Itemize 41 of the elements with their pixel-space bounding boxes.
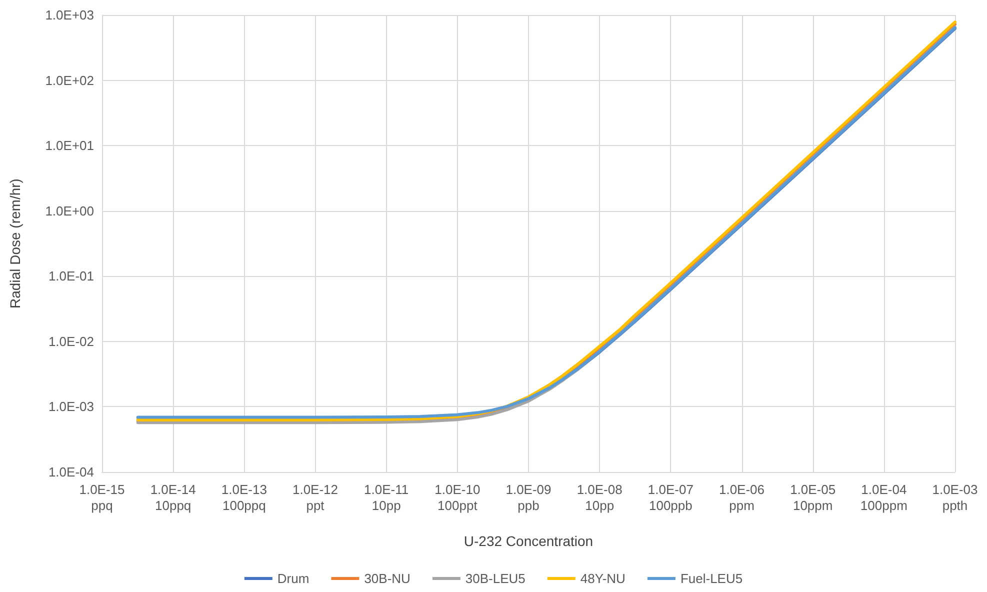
- text: 10ppq: [155, 498, 192, 513]
- y-tick-label: 1.0E-01: [48, 268, 94, 284]
- legend-label: Drum: [277, 571, 310, 586]
- text: 100ppm: [860, 498, 908, 513]
- x-tick-label: 1.0E-13: [221, 482, 267, 497]
- legend-label: 30B-LEU5: [465, 571, 526, 586]
- x-tick-label: 1.0E-06: [718, 482, 765, 497]
- text: 100ppq: [222, 498, 266, 513]
- x-tick-label: 1.0E-11: [364, 482, 409, 497]
- text: 100ppt: [438, 498, 478, 513]
- text: ppb: [518, 498, 540, 513]
- x-tick-label: 1.0E-05: [790, 482, 836, 497]
- text: ppq: [91, 498, 113, 513]
- y-tick-label: 1.0E-04: [48, 464, 94, 480]
- y-tick-label: 1.0E+01: [45, 138, 94, 154]
- x-tick-label: 1.0E-03: [932, 482, 978, 497]
- y-tick-label: 1.0E-02: [48, 334, 94, 349]
- text: ppt: [306, 498, 325, 513]
- x-tick-label: 1.0E-09: [506, 482, 552, 497]
- x-tick-label: 1.0E-10: [434, 482, 480, 497]
- y-axis-title: Radial Dose (rem/hr): [7, 178, 23, 308]
- text: 100ppb: [648, 498, 692, 513]
- y-tick-label: 1.0E+00: [45, 203, 94, 218]
- text: 10pp: [585, 498, 614, 513]
- text: ppm: [729, 498, 754, 513]
- legend-label: Fuel-LEU5: [680, 571, 743, 586]
- x-tick-label: 1.0E-15: [79, 482, 125, 497]
- x-axis-title: U-232 Concentration: [464, 533, 594, 549]
- text: 10pp: [372, 498, 401, 513]
- text: ppth: [942, 498, 968, 513]
- text: 10ppm: [792, 498, 833, 513]
- y-tick-label: 1.0E+03: [45, 8, 94, 22]
- x-tick-label: 1.0E-12: [292, 482, 338, 497]
- y-tick-label: 1.0E-03: [48, 399, 94, 414]
- legend-label: 30B-NU: [364, 571, 410, 586]
- x-tick-label: 1.0E-07: [648, 482, 694, 497]
- x-tick-label: 1.0E-14: [150, 482, 196, 497]
- x-tick-label: 1.0E-04: [861, 482, 907, 497]
- legend-label: 48Y-NU: [580, 571, 626, 586]
- y-tick-label: 1.0E+02: [45, 72, 94, 88]
- x-tick-label: 1.0E-08: [576, 482, 622, 497]
